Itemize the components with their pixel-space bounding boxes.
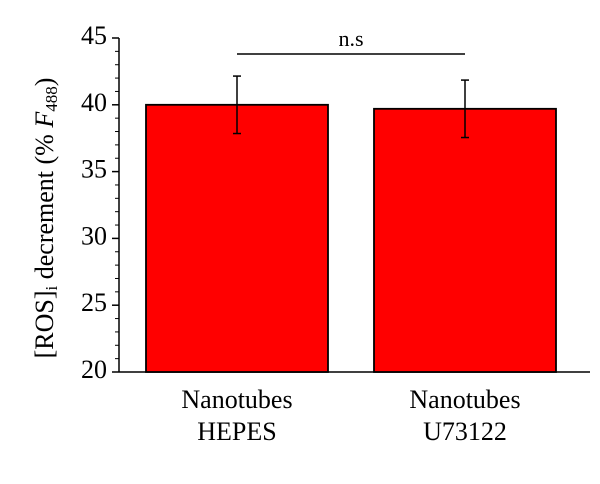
bar-1 (145, 103, 329, 373)
svg-text:[ROS]i decrement (% F488): [ROS]i decrement (% F488) (30, 78, 61, 359)
bars (145, 103, 557, 373)
error-bars (233, 75, 469, 139)
x-category-label-1-line-2: HEPES (197, 417, 276, 446)
y-label-middle: decrement (% (30, 128, 59, 286)
y-label-suffix: ) (30, 78, 59, 87)
y-axis-label: [ROS]i decrement (% F488) (30, 78, 61, 359)
bar-2 (373, 107, 557, 373)
x-category-label-1-line-1: Nanotubes (181, 385, 292, 414)
y-tick-label: 45 (81, 21, 107, 50)
y-tick-label: 35 (81, 155, 107, 184)
significance-annotation: n.s (237, 26, 465, 55)
y-label-sub-i: i (42, 285, 61, 290)
y-tick-label: 30 (81, 221, 107, 250)
y-axis-ticks: 20 25 30 35 40 45 (81, 21, 119, 384)
y-label-F: F (30, 111, 59, 129)
x-category-label-2-line-1: Nanotubes (409, 385, 520, 414)
y-label-sub-488: 488 (42, 86, 61, 112)
y-tick-label: 25 (81, 288, 107, 317)
x-category-label-2-line-2: U73122 (423, 417, 507, 446)
y-tick-label: 20 (81, 355, 107, 384)
y-label-prefix: [ROS] (30, 290, 59, 358)
error-bar-2 (461, 79, 469, 139)
x-axis-labels: Nanotubes HEPES Nanotubes U73122 (181, 385, 520, 446)
y-tick-label: 40 (81, 88, 107, 117)
error-bar-1 (233, 75, 241, 135)
significance-label: n.s (338, 26, 363, 51)
